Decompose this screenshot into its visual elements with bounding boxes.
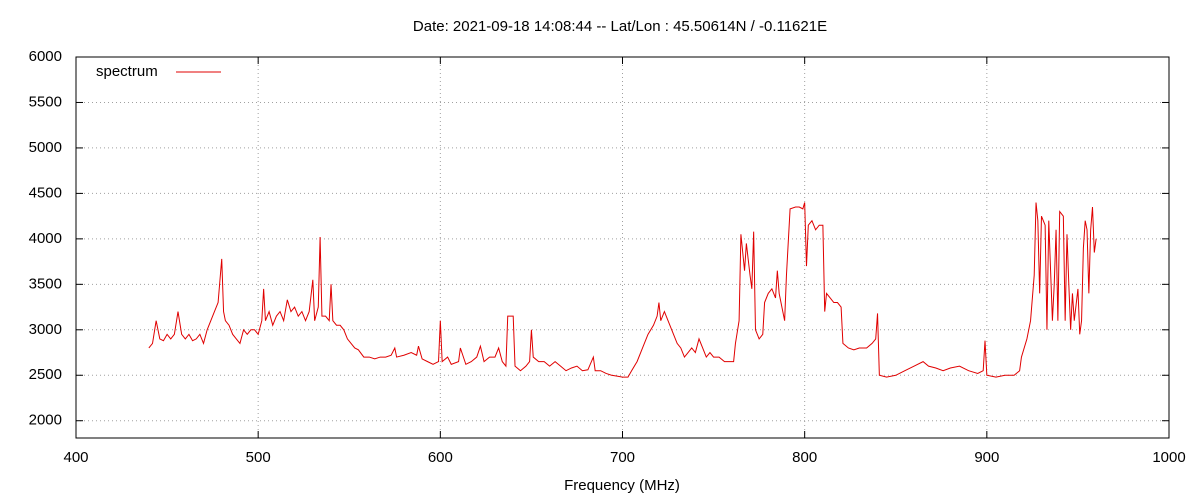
y-tick-label: 5500 [29, 93, 62, 110]
y-tick-label: 5000 [29, 139, 62, 156]
y-tick-label: 2000 [29, 412, 62, 429]
y-tick-label: 6000 [29, 48, 62, 65]
x-axis-label: Frequency (MHz) [564, 477, 680, 494]
x-tick-label: 500 [246, 449, 271, 466]
chart-title: Date: 2021-09-18 14:08:44 -- Lat/Lon : 4… [413, 18, 827, 35]
x-tick-label: 700 [610, 449, 635, 466]
y-tick-label: 4500 [29, 184, 62, 201]
plot-frame [75, 56, 1170, 439]
legend-label: spectrum [96, 63, 158, 80]
x-tick-label: 900 [974, 449, 999, 466]
x-tick-label: 400 [63, 449, 88, 466]
x-tick-label: 1000 [1152, 449, 1185, 466]
y-tick-label: 3000 [29, 321, 62, 338]
y-tick-label: 2500 [29, 366, 62, 383]
x-tick-label: 800 [792, 449, 817, 466]
y-tick-label: 4000 [29, 230, 62, 247]
series-line [148, 202, 1097, 378]
x-tick-label: 600 [428, 449, 453, 466]
y-tick-label: 3500 [29, 275, 62, 292]
